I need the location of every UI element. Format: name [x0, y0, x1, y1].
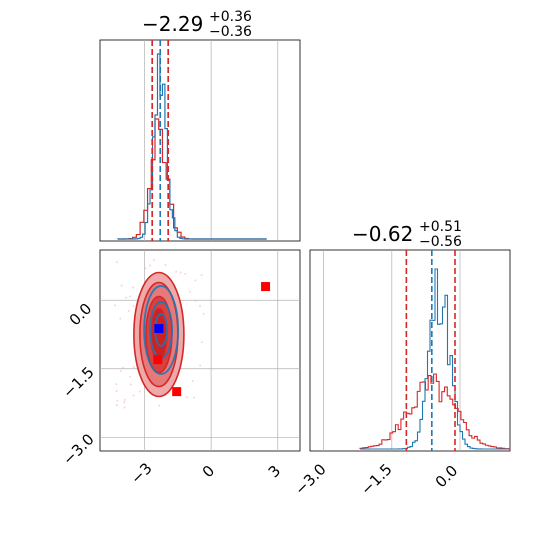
title-p0-minus: −0.36: [209, 24, 252, 40]
y-ticks-p1: 0.0 −1.5 −3.0: [59, 300, 97, 469]
markers: [153, 282, 271, 397]
sample-point: [129, 295, 132, 298]
x-tick-label: −1.5: [357, 460, 395, 498]
sample-point: [189, 290, 192, 293]
sample-point: [123, 406, 126, 409]
title-p0: −2.29 +0.36 −0.36: [142, 9, 252, 40]
title-p0-plus: +0.36: [209, 9, 252, 25]
sample-point: [138, 390, 141, 393]
hist-series-b: [117, 118, 267, 240]
title-p1-minus: −0.56: [419, 234, 462, 250]
sample-point: [123, 398, 126, 401]
contour-blue-0: [143, 285, 180, 375]
sample-point: [164, 263, 167, 266]
sample-point: [132, 394, 135, 397]
x-tick-label: 3: [265, 462, 284, 481]
sample-point: [200, 274, 203, 277]
title-p1: −0.62 +0.51 −0.56: [352, 219, 462, 250]
sample-point: [148, 264, 151, 267]
sample-point: [201, 341, 204, 344]
sample-point: [119, 317, 122, 320]
x-tick-label: −3: [127, 459, 155, 487]
sample-point: [123, 401, 126, 404]
sample-point: [114, 304, 117, 307]
sample-point: [192, 396, 195, 399]
sample-point: [129, 375, 132, 378]
y-tick-label: 0.0: [66, 300, 96, 330]
sample-point: [125, 296, 128, 299]
sample-point: [120, 284, 123, 287]
density-2d: [114, 258, 205, 409]
x-tick-label: 0: [199, 462, 218, 481]
sample-point: [132, 286, 135, 289]
y-tick-label: −3.0: [59, 430, 97, 468]
sample-point: [152, 258, 155, 261]
title-p1-median: −0.62: [352, 222, 413, 246]
sample-point: [194, 279, 197, 282]
sample-point: [199, 364, 202, 367]
sample-point: [115, 383, 118, 386]
marker-red: [153, 355, 163, 365]
sample-point: [202, 312, 205, 315]
hist-series-a: [360, 268, 510, 450]
marker-blue: [154, 324, 164, 334]
sample-point: [158, 404, 161, 407]
hist-series-b: [359, 373, 511, 450]
title-p0-median: −2.29: [142, 12, 203, 36]
sample-point: [129, 383, 132, 386]
sample-point: [122, 366, 125, 369]
sample-point: [191, 380, 194, 383]
x-tick-label: 0.0: [432, 462, 462, 492]
sample-point: [132, 304, 135, 307]
sample-point: [194, 299, 197, 302]
sample-point: [115, 389, 118, 392]
hist-series-a: [117, 53, 267, 240]
sample-point: [199, 304, 202, 307]
x-ticks-p1: −3.0 −1.5 0.0: [291, 460, 461, 498]
x-tick-label: −3.0: [291, 460, 329, 498]
marker-red: [172, 387, 182, 397]
sample-point: [175, 270, 178, 273]
sample-point: [116, 399, 119, 402]
panel-bottom-left: [99, 249, 301, 452]
sample-point: [184, 272, 187, 275]
histogram-p0: [117, 40, 267, 241]
sample-point: [119, 369, 122, 372]
marker-red: [261, 282, 271, 292]
sample-point: [127, 310, 130, 313]
panel-top-left: [99, 39, 301, 242]
x-ticks-p0: −3 0 3: [127, 459, 284, 487]
sample-point: [144, 267, 147, 270]
title-p1-plus: +0.51: [419, 219, 462, 235]
sample-point: [115, 261, 118, 264]
sample-point: [185, 396, 188, 399]
sample-point: [132, 366, 135, 369]
panel-bottom-right: [309, 249, 511, 452]
sample-point: [179, 271, 182, 274]
sample-point: [115, 404, 118, 407]
histogram-p1: [359, 250, 511, 451]
y-tick-label: −1.5: [59, 363, 97, 401]
